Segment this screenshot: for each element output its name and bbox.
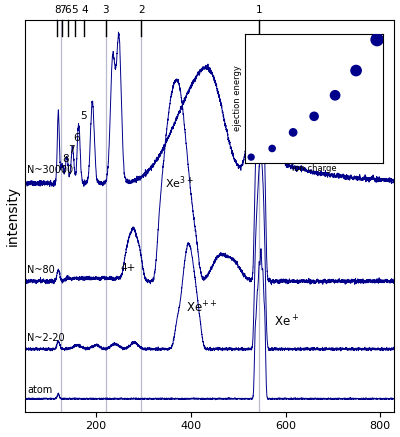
Text: N~80: N~80 [28, 265, 55, 275]
Text: 6: 6 [74, 133, 80, 143]
Text: 5: 5 [72, 5, 78, 15]
Text: Xe$^{++}$: Xe$^{++}$ [186, 300, 218, 316]
Text: N~30000: N~30000 [28, 165, 74, 175]
Text: 3: 3 [102, 5, 109, 15]
Text: 7: 7 [59, 5, 65, 15]
Text: 8: 8 [62, 154, 69, 164]
Text: N~2-20: N~2-20 [28, 333, 65, 343]
Text: 2: 2 [138, 5, 144, 15]
Text: Xe$^{3+}$: Xe$^{3+}$ [165, 174, 194, 191]
Text: 8: 8 [54, 5, 61, 15]
Text: 4: 4 [81, 5, 88, 15]
Text: 1: 1 [256, 5, 263, 15]
Y-axis label: intensity: intensity [6, 186, 20, 246]
Text: atom: atom [28, 385, 53, 395]
Text: 6: 6 [64, 5, 71, 15]
Text: 5: 5 [80, 111, 87, 121]
Text: 4+: 4+ [121, 263, 136, 273]
Text: 7: 7 [68, 145, 74, 155]
Text: Xe$^+$: Xe$^+$ [274, 315, 299, 330]
